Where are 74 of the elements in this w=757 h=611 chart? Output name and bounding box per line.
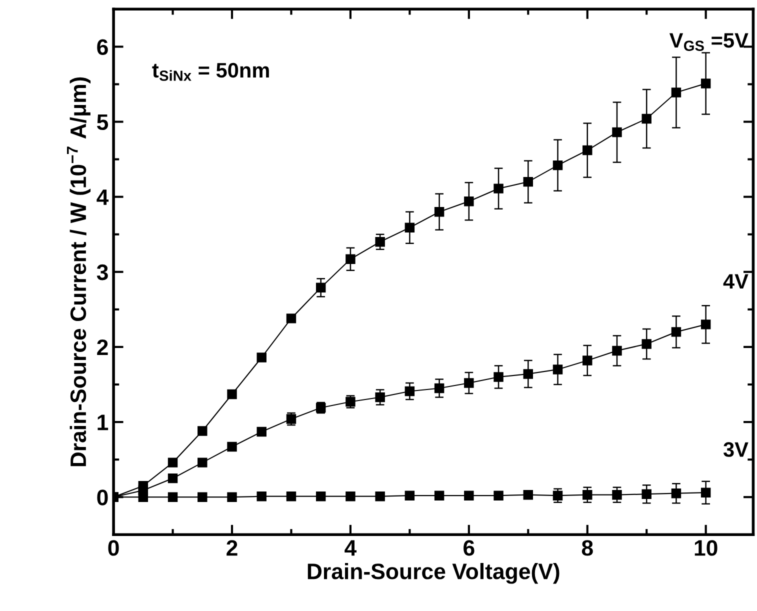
legend-label: 4V — [723, 274, 748, 289]
point — [346, 254, 356, 264]
point — [523, 176, 534, 187]
point — [316, 282, 326, 293]
x-tick-label: 2 — [226, 540, 238, 556]
point — [642, 339, 652, 349]
y-tick-label: 1 — [98, 414, 108, 430]
point — [434, 490, 444, 500]
point — [582, 356, 592, 366]
point — [523, 369, 534, 379]
point — [642, 489, 652, 499]
x-tick-label: 4 — [344, 540, 357, 556]
point — [227, 492, 237, 502]
legend-label: V$_{GS}$ =5V — [669, 33, 748, 51]
y-tick-label: 4 — [96, 190, 109, 205]
point — [700, 488, 711, 498]
point — [494, 490, 504, 500]
point — [671, 327, 682, 337]
point — [434, 383, 444, 394]
point — [198, 492, 208, 502]
y-tick-label: 6 — [97, 39, 108, 55]
y-tick-label: 0 — [97, 490, 108, 506]
point — [671, 88, 682, 98]
point — [494, 372, 504, 382]
point — [404, 222, 415, 232]
point — [700, 320, 711, 330]
annotation: t$_{SiNx}$ = 50nm — [152, 62, 269, 81]
point — [227, 442, 237, 452]
point — [642, 114, 652, 124]
y-tick-label: 2 — [97, 339, 108, 356]
point — [286, 314, 296, 324]
point — [316, 491, 326, 502]
point — [582, 490, 592, 500]
point — [612, 346, 622, 356]
x-tick-label: 6 — [464, 540, 474, 556]
point — [256, 426, 266, 437]
point — [700, 78, 711, 88]
point — [346, 491, 356, 502]
point — [523, 490, 534, 500]
point — [168, 473, 178, 484]
point — [552, 160, 563, 170]
point — [256, 491, 266, 502]
point — [404, 386, 415, 396]
y-tick-label: 3 — [96, 264, 108, 280]
y-axis-title: Drain-Source Current / W (10$^{−7}$ A/μm) — [67, 77, 91, 466]
point — [434, 206, 444, 217]
point — [612, 490, 622, 500]
point — [671, 488, 682, 498]
point — [168, 492, 178, 502]
point — [138, 492, 148, 502]
point — [552, 490, 563, 500]
x-tick-label: 8 — [582, 540, 593, 556]
point — [464, 196, 474, 206]
point — [612, 127, 622, 138]
point — [198, 426, 208, 436]
x-tick-label: 10 — [694, 540, 718, 556]
point — [286, 491, 296, 502]
y-tick-label: 5 — [97, 114, 108, 130]
point — [494, 184, 504, 194]
x-axis-title: Drain-Source Voltage(V) — [308, 562, 560, 584]
point — [168, 458, 178, 468]
point — [198, 458, 208, 468]
point — [552, 364, 563, 374]
x-tick-label: 0 — [108, 540, 119, 556]
point — [464, 378, 474, 388]
point — [582, 145, 592, 156]
point — [375, 392, 385, 402]
legend-label: 3V — [723, 442, 748, 457]
point — [404, 490, 415, 500]
point — [227, 389, 237, 400]
point — [375, 237, 385, 247]
point — [375, 491, 385, 502]
point — [464, 490, 474, 500]
point — [256, 352, 266, 362]
